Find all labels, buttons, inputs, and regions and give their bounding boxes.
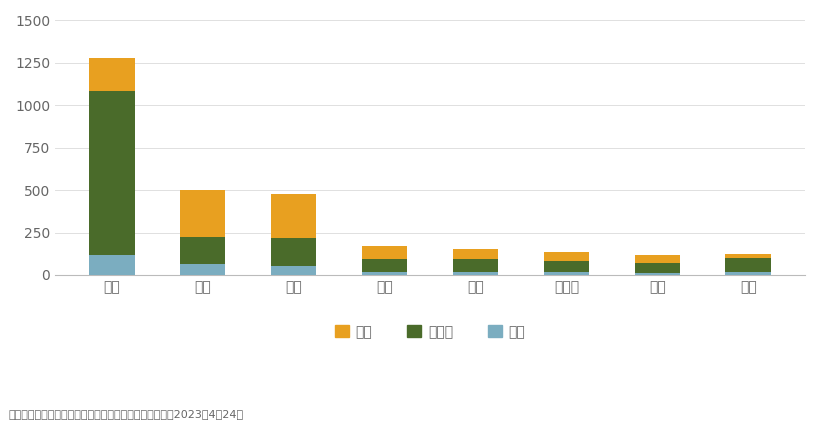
- Text: 資料來源：氣候相關財務信息披露工作組联盟數據，截至2023年4月24日: 資料來源：氣候相關財務信息披露工作組联盟數據，截至2023年4月24日: [8, 409, 243, 419]
- Bar: [543, 272, 588, 275]
- Bar: [452, 259, 498, 272]
- Bar: [543, 261, 588, 272]
- Bar: [361, 272, 407, 275]
- Bar: [725, 258, 770, 272]
- Bar: [270, 266, 316, 275]
- Legend: 金融, 非金融, 其他: 金融, 非金融, 其他: [328, 319, 530, 344]
- Bar: [452, 272, 498, 275]
- Bar: [361, 246, 407, 259]
- Bar: [634, 273, 679, 275]
- Bar: [179, 190, 225, 237]
- Bar: [270, 193, 316, 239]
- Bar: [89, 255, 134, 275]
- Bar: [179, 264, 225, 275]
- Bar: [361, 259, 407, 272]
- Bar: [179, 237, 225, 264]
- Bar: [725, 272, 770, 275]
- Bar: [543, 252, 588, 261]
- Bar: [634, 255, 679, 263]
- Bar: [89, 91, 134, 255]
- Bar: [725, 254, 770, 258]
- Bar: [89, 58, 134, 91]
- Bar: [270, 239, 316, 266]
- Bar: [452, 249, 498, 259]
- Bar: [634, 263, 679, 273]
